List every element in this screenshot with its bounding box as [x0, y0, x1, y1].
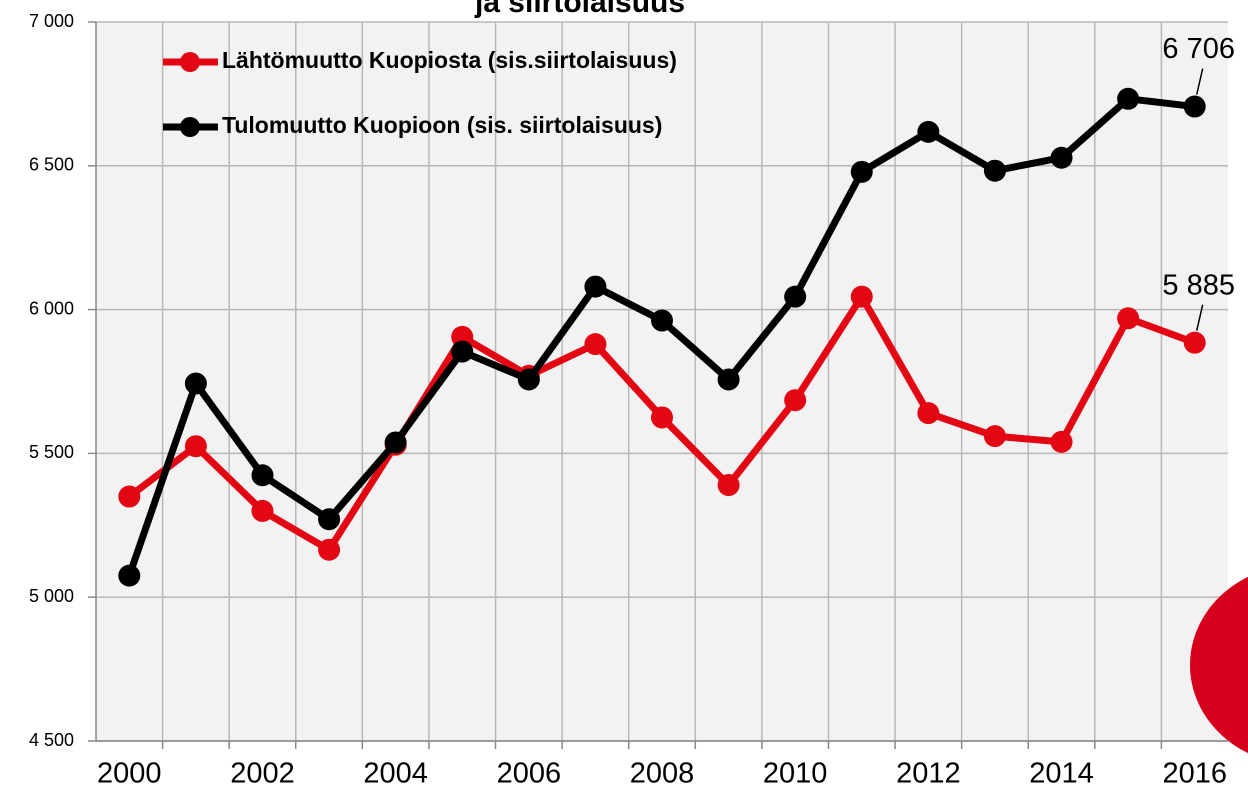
data-point — [318, 538, 341, 561]
plot-area — [96, 22, 1228, 741]
x-tick-label: 2000 — [97, 758, 162, 790]
data-point — [451, 340, 474, 363]
x-tick-label: 2004 — [363, 758, 428, 790]
data-point — [1183, 95, 1206, 118]
data-point — [850, 285, 873, 308]
data-point — [1050, 146, 1073, 169]
data-label: 6 706 — [1162, 33, 1235, 65]
data-point — [184, 372, 207, 395]
x-tick-label: 2010 — [763, 758, 828, 790]
x-tick-label: 2002 — [230, 758, 295, 790]
decoration — [1190, 576, 1248, 754]
data-point — [251, 499, 274, 522]
data-point — [384, 431, 407, 454]
data-point — [584, 333, 607, 356]
y-tick-label: 6 000 — [29, 298, 74, 318]
y-tick-label: 6 500 — [29, 155, 74, 175]
legend-label: Lähtömuutto Kuopiosta (sis.siirtolaisuus… — [222, 47, 677, 73]
x-tick-label: 2014 — [1029, 758, 1094, 790]
data-point — [118, 485, 141, 508]
data-point — [318, 508, 341, 531]
x-tick-label: 2006 — [497, 758, 562, 790]
x-tick-label: 2016 — [1162, 758, 1227, 790]
data-point — [784, 389, 807, 412]
data-point — [850, 160, 873, 183]
label-leader — [1195, 304, 1204, 331]
legend-label: Tulomuutto Kuopioon (sis. siirtolaisuus) — [222, 112, 662, 138]
data-label: 5 885 — [1162, 269, 1235, 301]
legend-swatch-marker — [180, 117, 200, 137]
data-point — [184, 435, 207, 458]
data-point — [251, 464, 274, 487]
data-point — [517, 368, 540, 391]
chart-title: ja siirtolaisuus — [474, 0, 685, 19]
data-point — [983, 425, 1006, 448]
y-tick-label: 4 500 — [29, 730, 74, 750]
data-point — [717, 474, 740, 497]
data-point — [917, 402, 940, 425]
data-point — [118, 564, 141, 587]
y-tick-label: 5 000 — [29, 586, 74, 606]
data-point — [917, 120, 940, 143]
data-point — [584, 275, 607, 298]
y-tick-label: 5 500 — [29, 442, 74, 462]
data-point — [1183, 331, 1206, 354]
x-tick-label: 2008 — [630, 758, 695, 790]
y-tick-label: 7 000 — [29, 11, 74, 31]
data-point — [1117, 307, 1140, 330]
legend-swatch-marker — [180, 52, 200, 72]
data-point — [1117, 87, 1140, 110]
label-leader — [1195, 68, 1204, 95]
data-point — [651, 406, 673, 429]
data-point — [1050, 430, 1073, 453]
x-tick-label: 2012 — [896, 758, 961, 790]
data-point — [717, 368, 740, 391]
data-point — [651, 309, 673, 332]
data-point — [784, 285, 807, 308]
data-point — [983, 159, 1006, 182]
